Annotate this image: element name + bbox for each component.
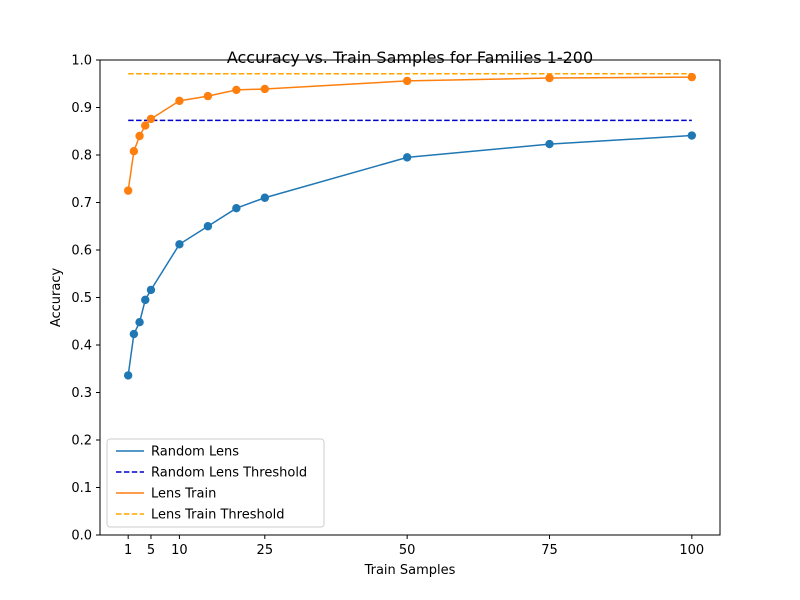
data-point-lens-train bbox=[232, 85, 241, 95]
y-tick-label: 0.2 bbox=[71, 434, 92, 449]
y-tick-label: 0.0 bbox=[71, 529, 92, 544]
x-tick-label: 25 bbox=[257, 543, 274, 558]
data-point-lens-train bbox=[402, 76, 412, 86]
x-tick-label: 10 bbox=[171, 543, 188, 558]
y-tick-label: 0.5 bbox=[71, 291, 92, 306]
data-point-lens-train bbox=[545, 73, 554, 83]
x-tick-label: 5 bbox=[147, 543, 155, 558]
series-line-lens-train bbox=[127, 76, 692, 191]
data-point-lens-train bbox=[129, 147, 139, 156]
data-point-random-lens bbox=[129, 329, 139, 339]
data-point-lens-train bbox=[135, 131, 144, 141]
legend: Random Lens Random Lens Threshold Lens Tra… bbox=[106, 438, 325, 528]
y-tick-label: 0.1 bbox=[71, 481, 92, 496]
y-tick-label: 0.9 bbox=[71, 101, 92, 116]
data-point-random-lens bbox=[402, 153, 412, 162]
data-point-lens-train bbox=[687, 72, 697, 82]
data-point-random-lens bbox=[141, 295, 150, 305]
y-tick-label: 0.4 bbox=[71, 339, 92, 354]
legend-label: Lens Train bbox=[151, 487, 216, 502]
chart-title: Accuracy vs. Train Samples for Families … bbox=[227, 48, 593, 67]
data-point-random-lens bbox=[123, 371, 133, 380]
data-point-lens-train bbox=[203, 91, 213, 101]
plot-area bbox=[123, 72, 697, 380]
x-tick-label: 100 bbox=[679, 543, 704, 558]
x-tick-label: 75 bbox=[541, 543, 558, 558]
y-axis-ticks: 0.0 0.1 0.2 0.3 0.4 0.5 0.6 0.7 0.8 0.9 1.0 bbox=[71, 54, 100, 544]
x-tick-label: 50 bbox=[399, 543, 416, 558]
data-point-random-lens bbox=[260, 193, 270, 202]
x-axis-ticks: 1 5 10 25 50 75 100 bbox=[124, 535, 704, 558]
y-axis-label: Accuracy bbox=[49, 268, 64, 328]
data-point-random-lens bbox=[146, 285, 156, 295]
y-tick-label: 1.0 bbox=[71, 54, 92, 69]
x-axis-label: Train Samples bbox=[364, 563, 456, 578]
data-point-lens-train bbox=[141, 121, 150, 130]
data-point-random-lens bbox=[232, 204, 241, 213]
data-point-random-lens bbox=[545, 139, 554, 149]
data-point-random-lens bbox=[175, 240, 184, 249]
data-point-random-lens bbox=[135, 318, 144, 327]
legend-label: Random Lens Threshold bbox=[151, 466, 307, 481]
y-tick-label: 0.3 bbox=[71, 386, 92, 401]
data-point-random-lens bbox=[203, 222, 213, 231]
data-point-lens-train bbox=[123, 186, 133, 195]
y-tick-label: 0.7 bbox=[71, 196, 92, 211]
legend-label: Lens Train Threshold bbox=[151, 508, 285, 523]
data-point-lens-train bbox=[260, 84, 270, 94]
y-tick-label: 0.6 bbox=[71, 244, 92, 259]
data-point-lens-train bbox=[175, 96, 184, 106]
data-point-lens-train bbox=[146, 114, 156, 124]
series-line-random-lens bbox=[127, 134, 692, 376]
x-tick-label: 1 bbox=[124, 543, 132, 558]
legend-label: Random Lens bbox=[151, 445, 239, 460]
data-point-random-lens bbox=[687, 131, 697, 140]
legend-box bbox=[106, 438, 325, 528]
y-tick-label: 0.8 bbox=[71, 149, 92, 164]
